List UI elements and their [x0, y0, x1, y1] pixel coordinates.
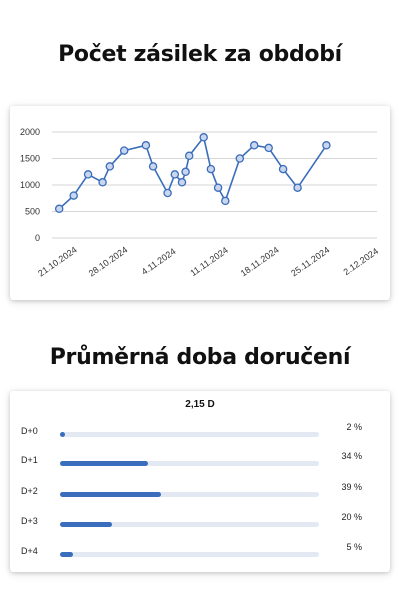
delivery-row: D+2 39 % — [10, 482, 390, 506]
data-point — [264, 143, 273, 153]
data-point — [98, 178, 107, 187]
delivery-bar-fill — [60, 552, 73, 557]
delivery-bar-track — [60, 492, 319, 497]
data-point — [69, 191, 78, 200]
x-tick-label: 21.10.2024 — [36, 245, 79, 279]
data-point — [105, 162, 115, 171]
y-tick-label: 1500 — [20, 154, 40, 164]
x-tick-label: 18.11.2024 — [239, 245, 281, 279]
data-point — [184, 151, 194, 161]
y-tick-label: 1000 — [20, 180, 40, 190]
delivery-section-title: Průměrná doba doručení — [49, 345, 351, 370]
data-point — [177, 178, 187, 187]
delivery-row: D+0 2 % — [10, 422, 390, 446]
data-point — [249, 141, 259, 150]
delivery-bar-fill — [60, 492, 161, 497]
x-tick-label: 4.11.2024 — [140, 246, 178, 277]
data-point — [235, 154, 245, 163]
x-tick-label: 25.11.2024 — [289, 245, 331, 279]
y-tick-label: 2000 — [20, 127, 40, 137]
delivery-row: D+1 34 % — [10, 451, 390, 475]
delivery-bar-track — [60, 552, 319, 557]
average-delivery-value: 2,15 D — [185, 399, 215, 410]
chart-section-title: Počet zásilek za období — [58, 42, 342, 67]
data-point — [181, 167, 190, 177]
delivery-row-label: D+0 — [21, 426, 38, 436]
data-point — [322, 141, 331, 150]
delivery-row-label: D+4 — [21, 546, 38, 556]
delivery-row-percent: 34 % — [341, 451, 362, 461]
y-tick-label: 0 — [35, 233, 40, 243]
delivery-row-label: D+3 — [21, 516, 38, 526]
data-point — [293, 183, 302, 192]
delivery-bar-fill — [60, 432, 66, 437]
series-line — [58, 136, 328, 210]
delivery-row-label: D+2 — [21, 486, 38, 496]
delivery-row-percent: 2 % — [346, 422, 362, 432]
delivery-row-percent: 5 % — [346, 542, 362, 552]
shipments-line-chart: 2000 1500 1000 500 0 21.10.2024 28.10.2024 4.11… — [20, 127, 381, 279]
x-tick-label: 2.12.2024 — [342, 246, 381, 277]
data-point — [119, 146, 129, 155]
delivery-time-card: 2,15 D D+0 2 % D+1 34 % D+2 39 % D+3 20 … — [10, 391, 390, 572]
delivery-row-label: D+1 — [21, 455, 38, 465]
delivery-row: D+4 5 % — [10, 542, 390, 566]
delivery-bar-fill — [60, 461, 149, 466]
delivery-bar-track — [60, 461, 319, 466]
x-tick-label: 11.11.2024 — [188, 245, 230, 278]
data-point — [148, 162, 158, 171]
delivery-row: D+3 20 % — [10, 512, 390, 536]
data-point — [163, 188, 172, 198]
delivery-bar-fill — [60, 522, 112, 527]
data-point — [278, 164, 288, 174]
delivery-bar-track — [60, 432, 319, 437]
shipments-chart-card: 2000 1500 1000 500 0 21.10.2024 28.10.2024 4.11… — [10, 106, 390, 300]
delivery-row-percent: 39 % — [341, 482, 362, 492]
y-tick-label: 500 — [25, 207, 40, 217]
data-point — [141, 141, 151, 150]
data-point — [221, 196, 230, 206]
data-point — [199, 133, 208, 142]
data-point — [206, 164, 216, 174]
delivery-row-percent: 20 % — [341, 512, 362, 522]
data-point — [213, 183, 223, 192]
data-point — [83, 170, 93, 179]
data-point — [170, 170, 180, 179]
data-point — [54, 204, 64, 214]
x-tick-label: 28.10.2024 — [87, 245, 130, 279]
delivery-bar-track — [60, 522, 319, 527]
